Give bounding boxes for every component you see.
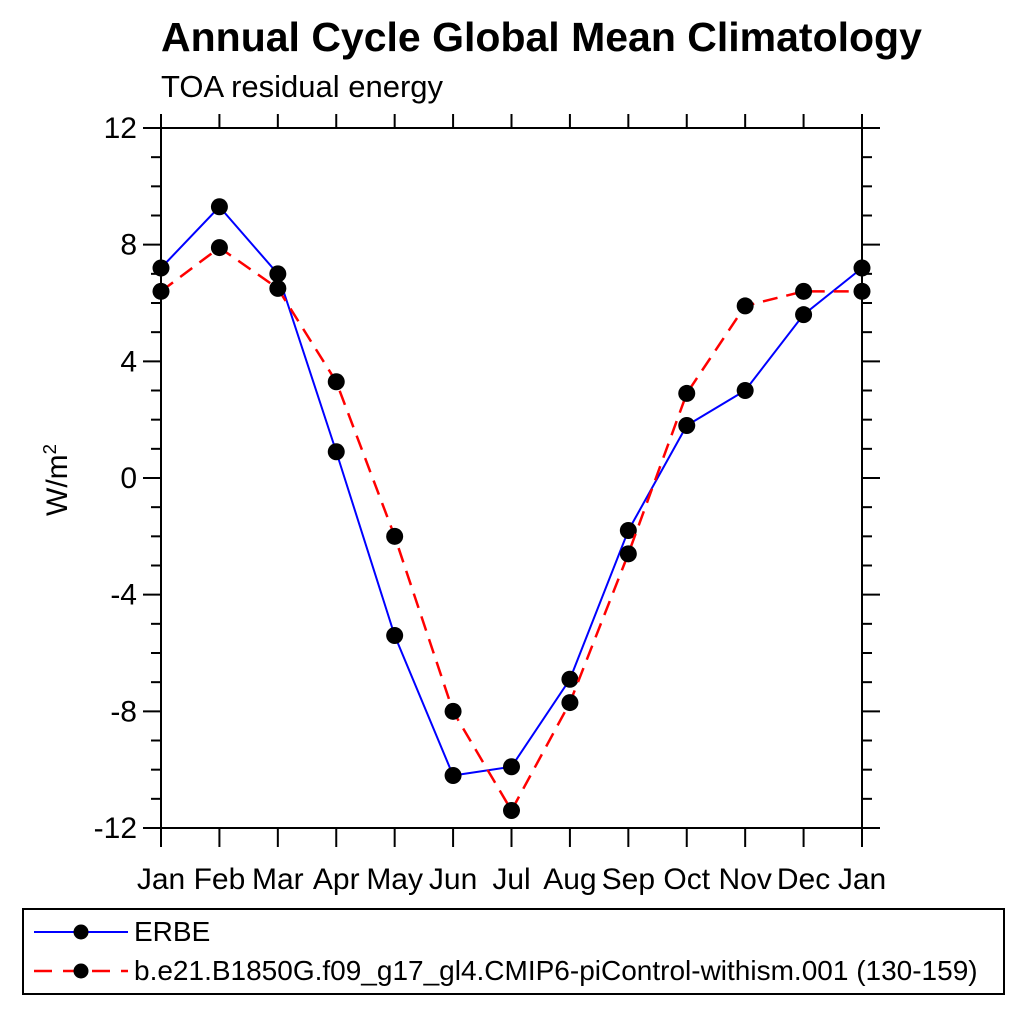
data-point-marker (736, 297, 754, 315)
x-tick-label: Nov (718, 863, 771, 896)
data-point-marker (853, 282, 871, 300)
data-point-marker (152, 282, 170, 300)
x-tick-label: Mar (252, 863, 304, 896)
y-tick-label: 12 (104, 112, 137, 145)
data-point-marker (386, 627, 404, 644)
x-tick-label: Sep (602, 863, 655, 896)
data-point-marker (619, 522, 637, 539)
y-tick-label: -12 (94, 812, 137, 845)
data-point-marker (210, 239, 228, 257)
y-tick-label: -8 (110, 695, 137, 728)
x-tick-label: Jan (838, 863, 886, 896)
legend-line-sample-solid (34, 924, 128, 940)
legend-item-model: b.e21.B1850G.f09_g17_gl4.CMIP6-piControl… (30, 955, 1003, 987)
y-tick-label: 0 (120, 462, 137, 495)
y-axis-label: W/m2 (39, 413, 75, 547)
data-point-marker (853, 259, 871, 277)
data-point-marker (152, 259, 170, 277)
data-point-marker (619, 545, 637, 563)
data-point-marker (736, 382, 754, 399)
y-axis-label-text: W/m (41, 454, 74, 516)
legend-label-erbe: ERBE (134, 916, 211, 948)
data-point-marker (795, 282, 813, 300)
series-line-erbe (160, 205, 863, 777)
legend-marker-dot (73, 924, 89, 940)
data-point-marker (327, 373, 345, 391)
x-tick-label: Jun (429, 863, 477, 896)
x-tick-label: Oct (663, 863, 710, 896)
data-point-marker (210, 198, 228, 216)
chart-title: Annual Cycle Global Mean Climatology (161, 14, 922, 60)
x-tick-label: Jan (137, 863, 185, 896)
y-tick-label: 8 (120, 229, 137, 262)
legend: ERBE b.e21.B1850G.f09_g17_gl4.CMIP6-piCo… (22, 908, 1005, 995)
data-point-marker (386, 527, 404, 545)
data-point-marker (444, 767, 462, 784)
y-tick-label: -4 (110, 579, 137, 612)
data-point-marker (327, 443, 345, 461)
plot-frame (160, 127, 863, 829)
y-axis-label-superscript: 2 (39, 444, 60, 455)
x-tick-label: Jul (492, 863, 530, 896)
x-tick-label: Aug (543, 863, 596, 896)
data-point-marker (678, 417, 696, 434)
data-point-marker (444, 702, 462, 720)
data-point-marker (269, 265, 287, 283)
legend-item-erbe: ERBE (30, 916, 1003, 948)
data-point-marker (561, 670, 579, 688)
data-point-marker (561, 694, 579, 712)
x-tick-label: Apr (313, 863, 360, 896)
data-point-marker (503, 758, 520, 776)
chart-subtitle: TOA residual energy (161, 69, 444, 104)
data-point-marker (503, 802, 520, 819)
y-tick-label: 4 (120, 345, 137, 378)
x-tick-label: Feb (194, 863, 246, 896)
data-point-marker (269, 279, 287, 297)
series-line-model (160, 246, 862, 814)
legend-label-model: b.e21.B1850G.f09_g17_gl4.CMIP6-piControl… (134, 954, 978, 986)
data-point-marker (795, 306, 813, 324)
legend-marker-dot (73, 963, 89, 979)
x-tick-label: May (366, 863, 423, 896)
legend-line-sample-dashed (34, 963, 128, 979)
data-point-marker (678, 384, 696, 402)
x-tick-label: Dec (777, 863, 830, 896)
